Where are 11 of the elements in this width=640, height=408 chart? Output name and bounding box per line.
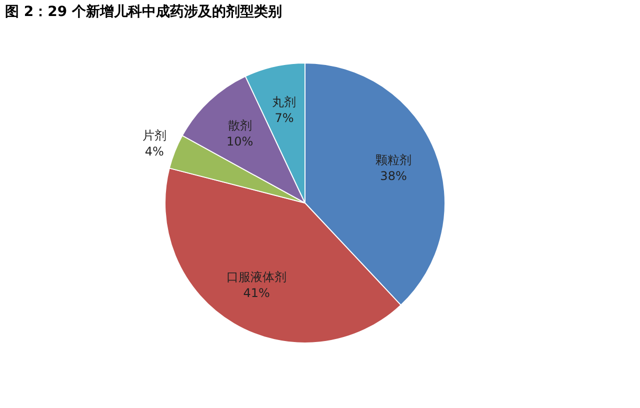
data-label: 7% <box>274 111 294 126</box>
data-label: 10% <box>226 134 254 149</box>
data-label: 41% <box>243 286 270 300</box>
slice-label: 散剂 <box>228 118 252 133</box>
slice-label: 丸剂 <box>272 95 296 110</box>
data-label: 4% <box>144 144 164 158</box>
slice-label: 颗粒剂 <box>376 152 412 167</box>
data-label: 38% <box>380 168 407 183</box>
slice-label: 片剂 <box>142 128 166 142</box>
chart-title: 图 2：29 个新增儿科中成药涉及的剂型类别 <box>5 3 282 20</box>
slice-label: 口服液体剂 <box>226 270 287 284</box>
